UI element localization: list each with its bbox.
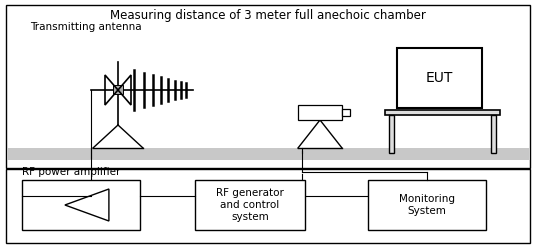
Bar <box>6 169 530 243</box>
Bar <box>389 115 394 153</box>
Bar <box>22 180 140 230</box>
Bar <box>385 110 500 115</box>
Bar <box>6 5 530 168</box>
Bar <box>491 115 496 153</box>
Text: RF power amplifier: RF power amplifier <box>22 167 121 177</box>
Text: Monitoring
System: Monitoring System <box>399 194 455 216</box>
Text: EUT: EUT <box>426 71 453 85</box>
Bar <box>7 148 529 160</box>
Text: Measuring distance of 3 meter full anechoic chamber: Measuring distance of 3 meter full anech… <box>110 9 426 22</box>
Bar <box>342 109 350 116</box>
Bar <box>298 105 342 120</box>
Bar <box>113 85 123 95</box>
Text: RF generator
and control
system: RF generator and control system <box>216 188 284 222</box>
Bar <box>397 48 482 108</box>
Bar <box>368 180 486 230</box>
Text: Transmitting antenna: Transmitting antenna <box>30 22 142 32</box>
Bar <box>195 180 305 230</box>
